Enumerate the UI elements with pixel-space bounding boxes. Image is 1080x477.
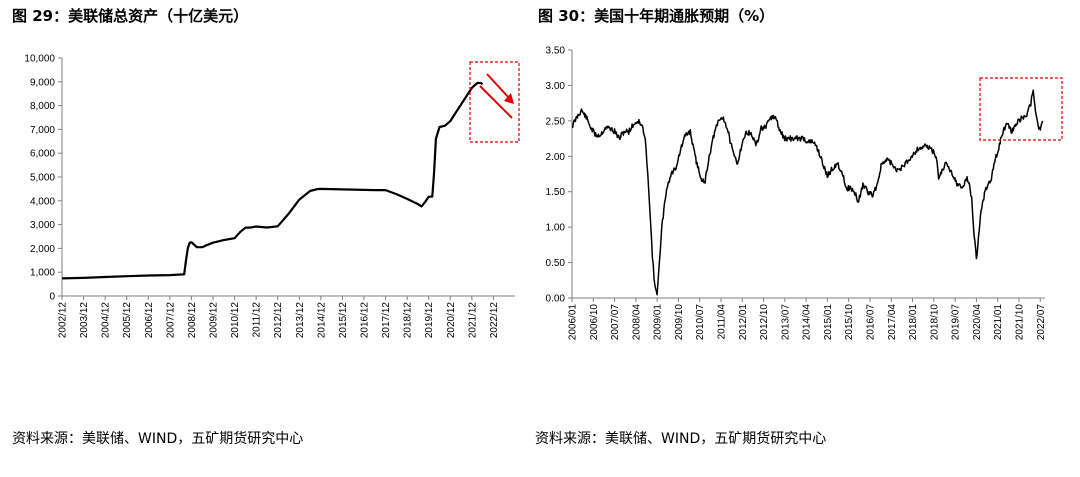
x-tick-label: 2020/04 [972,304,983,341]
x-tick-label: 2010/12 [230,302,241,339]
x-tick-label: 2015/12 [338,302,349,339]
x-tick-label: 2007/12 [165,302,176,339]
chart-panel-inflation-expectation: 图 30：美国十年期通胀预期（%） 0.00 0.50 1.00 1.50 2.00 2.… [530,0,1080,477]
fed-assets-line-chart: 0 1,000 2,000 3,000 4,000 5,000 6,000 7,000 8,00… [24,54,520,339]
y-tick-label: 7,000 [30,125,55,136]
y-tick-label: 3.00 [546,81,566,92]
x-tick-label: 2010/07 [695,304,706,341]
inflation-expectation-line-chart: 0.00 0.50 1.00 1.50 2.00 2.50 3.00 3.50 2006/01 2… [546,46,1063,341]
y-tick-label: 5,000 [30,173,55,184]
x-tick-label: 2011/04 [716,304,727,340]
x-tick-label: 2012/12 [273,302,284,339]
x-tick-label: 2003/12 [79,302,90,339]
x-tick-label: 2013/07 [780,304,791,341]
series-line [571,89,1044,296]
x-tick-label: 2012/01 [738,304,749,341]
x-tick-label: 2018/12 [403,302,414,339]
x-tick-label: 2015/10 [844,304,855,341]
trend-arrow-head [504,93,514,104]
x-tick-label: 2017/04 [887,304,898,341]
x-tick-label: 2018/10 [929,304,940,341]
x-tick-label: 2004/12 [101,302,112,339]
x-tick-label: 2021/12 [467,302,478,339]
x-tick-label: 2019/12 [424,302,435,339]
y-tick-label: 2.50 [546,116,566,127]
x-tick-label: 2008/12 [187,302,198,339]
y-tick-label: 1.50 [546,187,566,198]
y-tick-label: 1,000 [30,268,55,279]
x-tick-label: 2006/10 [589,304,600,341]
x-tick-label: 2016/07 [865,304,876,341]
y-tick-label: 0.00 [546,294,566,305]
x-tick-label: 2020/12 [446,302,457,339]
y-tick-label: 4,000 [30,196,55,207]
source-note: 资料来源：美联储、WIND，五矿期货研究中心 [12,431,304,447]
x-tick-label: 2009/12 [209,302,220,339]
y-tick-label: 3.50 [546,46,566,57]
x-tick-label: 2011/12 [252,302,263,338]
x-tick-label: 2019/07 [951,304,962,341]
y-tick-label: 0 [49,292,55,303]
x-tick-label: 2018/01 [908,304,919,341]
figure-title: 图 29：美联储总资产（十亿美元） [12,7,249,25]
x-tick-label: 2014/04 [802,304,813,341]
y-tick-label: 10,000 [24,54,55,65]
x-tick-label: 2016/12 [360,302,371,339]
x-tick-label: 2013/12 [295,302,306,339]
y-tick-label: 2.00 [546,152,566,163]
x-tick-label: 2021/01 [993,304,1004,341]
y-tick-label: 2,000 [30,244,55,255]
x-tick-label: 2022/12 [489,302,500,339]
y-tick-label: 3,000 [30,220,55,231]
y-tick-label: 1.00 [546,223,566,234]
trend-arrow-shaft [486,73,510,99]
figure-title: 图 30：美国十年期通胀预期（%） [538,7,775,25]
chart-panel-fed-assets: 图 29：美联储总资产（十亿美元） 0 1,000 2,000 3,000 4,000 5… [0,0,530,477]
y-tick-label: 8,000 [30,101,55,112]
series-line [61,81,484,280]
x-tick-label: 2002/12 [58,302,69,339]
x-tick-label: 2006/01 [568,304,579,341]
x-tick-label: 2022/07 [1036,304,1047,341]
source-note: 资料来源：美联储、WIND，五矿期货研究中心 [535,431,827,447]
highlight-box [979,77,1063,141]
x-tick-label: 2015/01 [823,304,834,341]
y-tick-label: 6,000 [30,149,55,160]
x-tick-label: 2006/12 [144,302,155,339]
x-tick-label: 2008/04 [631,304,642,341]
x-tick-label: 2009/01 [653,304,664,341]
y-tick-label: 9,000 [30,77,55,88]
x-tick-label: 2014/12 [316,302,327,339]
highlight-box [469,61,520,143]
x-tick-label: 2007/07 [610,304,621,341]
x-tick-label: 2012/10 [759,304,770,341]
x-tick-label: 2009/10 [674,304,685,341]
y-tick-label: 0.50 [546,258,566,269]
trend-arrow-shaft [479,85,513,119]
x-tick-label: 2021/10 [1014,304,1025,341]
x-tick-label: 2005/12 [122,302,133,339]
x-tick-label: 2017/12 [381,302,392,339]
